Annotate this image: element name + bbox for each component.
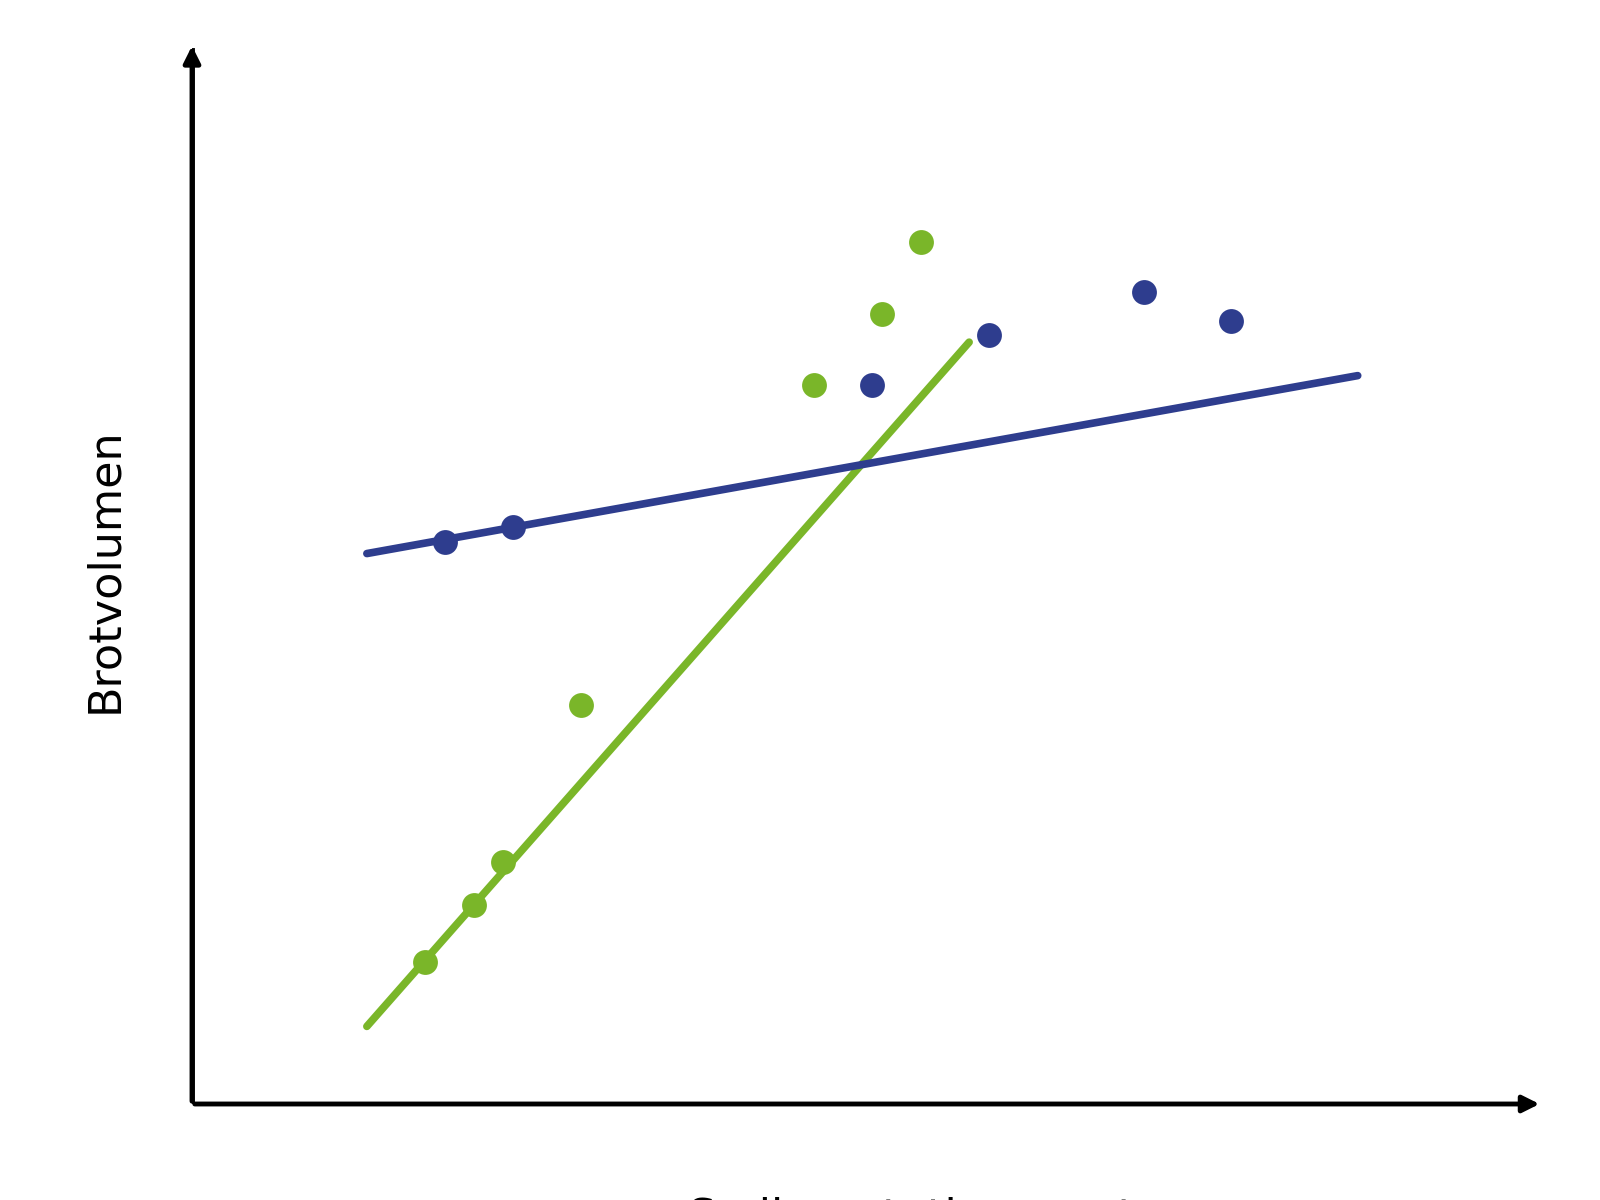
Point — [1219, 311, 1245, 330]
Point — [976, 325, 1002, 344]
Point — [802, 376, 827, 395]
Point — [461, 895, 486, 914]
Point — [413, 952, 438, 971]
Point — [490, 852, 515, 871]
Point — [432, 532, 458, 551]
Point — [499, 517, 525, 536]
Point — [859, 376, 885, 395]
Text: Brotvolumen: Brotvolumen — [83, 427, 126, 713]
Point — [1131, 283, 1157, 302]
Text: Sedimentationswert: Sedimentationswert — [686, 1196, 1134, 1200]
Point — [907, 233, 933, 252]
Point — [869, 304, 894, 323]
Point — [568, 696, 594, 715]
